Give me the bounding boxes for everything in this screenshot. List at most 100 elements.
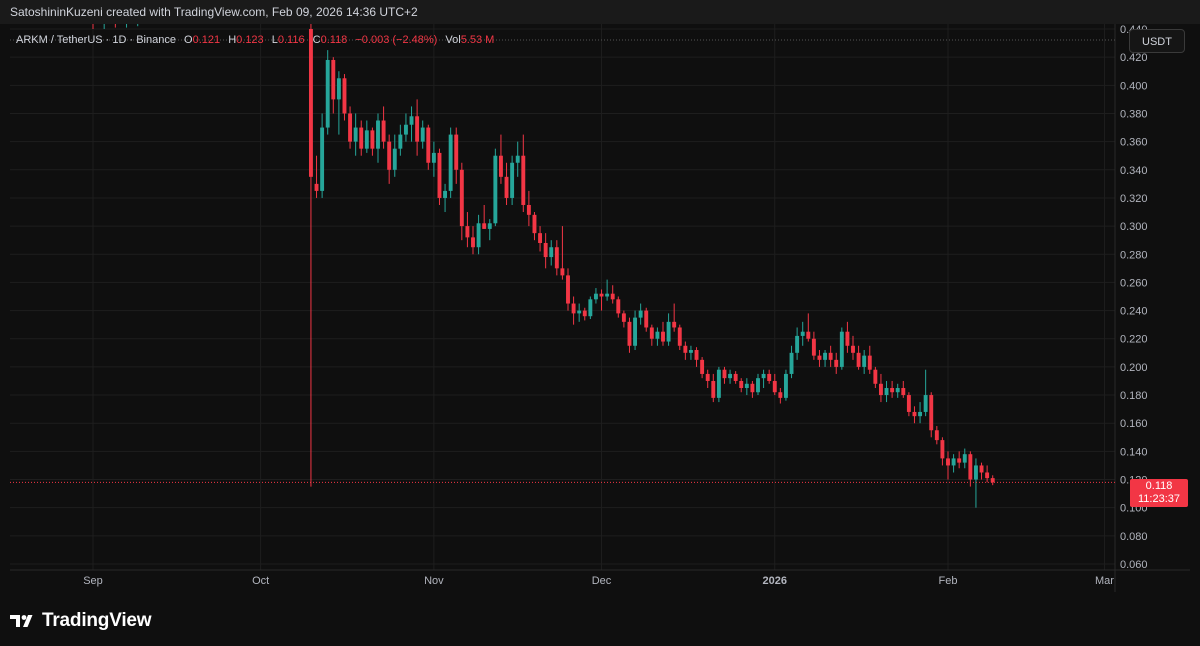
candle-body [912,411,917,417]
candle-body [828,352,833,360]
candle-body [398,134,403,149]
candle-body [403,124,408,135]
candle-body [677,327,682,346]
close-label: C [312,34,321,46]
candle-body [538,233,543,243]
candle-body [851,345,855,353]
candle-body [683,345,688,353]
candle-body [705,373,710,381]
candle-body [638,310,643,318]
candle-body [951,458,956,466]
candle-body [778,392,783,398]
low-value: 0.116 [277,34,305,46]
candle-body [990,478,995,483]
candle-body [549,247,554,258]
candle-body [320,127,325,191]
tradingview-logo[interactable]: TradingView [10,610,152,632]
symbol-label: ARKM / TetherUS · 1D · Binance [16,34,176,46]
currency-button[interactable]: USDT [1129,29,1185,53]
close-value: 0.118 [320,34,348,46]
candle-body [644,310,649,328]
candle-body [543,243,548,258]
x-tick-label: Feb [939,575,958,587]
candle-body [482,223,487,229]
candle-body [605,293,610,297]
y-tick-label: 0.380 [1120,108,1148,120]
candle-body [700,359,705,374]
y-tick-label: 0.400 [1120,80,1148,92]
candle-body [800,331,805,336]
change-value: −0.003 (−2.48%) [355,34,438,46]
candle-body [655,331,660,339]
candle-body [811,338,816,356]
candle-body [985,472,990,479]
y-tick-label: 0.300 [1120,221,1148,233]
candle-body [364,130,369,149]
candle-body [465,226,470,238]
candle-body [733,373,738,381]
candle-body [923,395,928,412]
y-tick-label: 0.320 [1120,193,1148,205]
y-tick-label: 0.160 [1120,418,1148,430]
creator-text: SatoshininKuzeni created with TradingVie… [10,5,418,19]
candle-body [694,350,699,360]
open-value: 0.121 [192,34,221,46]
candle-body [331,59,336,100]
candle-body [722,369,727,379]
candle-body [353,127,358,142]
high-label: H [228,34,237,46]
chart-frame[interactable]: 0.4400.4200.4000.3800.3600.3400.3200.300… [10,24,1190,592]
vol-value: 5.53 M [460,34,495,46]
candle-body [795,335,800,353]
candle-body [325,59,330,128]
candle-body [566,275,570,304]
candle-body [979,465,984,473]
candle-body [918,411,923,417]
candle-body [946,458,950,466]
candle-body [973,465,978,480]
y-tick-label: 0.420 [1120,52,1148,64]
candle-body [906,395,911,412]
candle-body [415,116,420,142]
candle-body [437,152,442,198]
candle-body [532,214,537,234]
low-label: L [271,34,278,46]
high-value: 0.123 [236,34,264,46]
candles-group [92,24,995,508]
candle-body [409,116,414,125]
candle-body [968,454,973,480]
ohlc-legend: ARKM / TetherUS · 1D · Binance O0.121 H0… [16,34,494,46]
candle-body [627,321,632,346]
candle-body [459,169,464,227]
tradingview-logo-icon [10,615,33,627]
candle-body [493,155,498,224]
candle-body [526,204,531,215]
candle-body [666,321,671,342]
candle-body [884,388,889,396]
countdown-value: 11:23:37 [1137,493,1180,505]
candle-body [661,331,665,342]
candle-body [901,388,906,396]
candle-body [962,454,967,463]
open-label: O [184,34,193,46]
candle-body [471,237,475,248]
price-chart[interactable]: 0.4400.4200.4000.3800.3600.3400.3200.300… [10,24,1190,592]
candle-body [772,380,777,393]
x-tick-label: Mar [1095,575,1114,587]
tradingview-logo-text: TradingView [42,610,152,631]
candle-body [616,299,621,314]
y-tick-label: 0.280 [1120,249,1148,261]
candle-body [454,134,459,170]
candle-body [392,148,397,170]
candle-body [739,380,744,389]
candle-body [426,127,431,163]
candle-body [633,317,638,346]
x-tick-label: Dec [592,575,612,587]
candle-body [308,29,313,177]
candle-body [348,113,353,142]
candle-body [890,388,895,393]
candle-body [560,268,565,276]
candle-body [599,293,604,297]
candle-body [593,293,598,300]
candle-body [381,120,386,142]
